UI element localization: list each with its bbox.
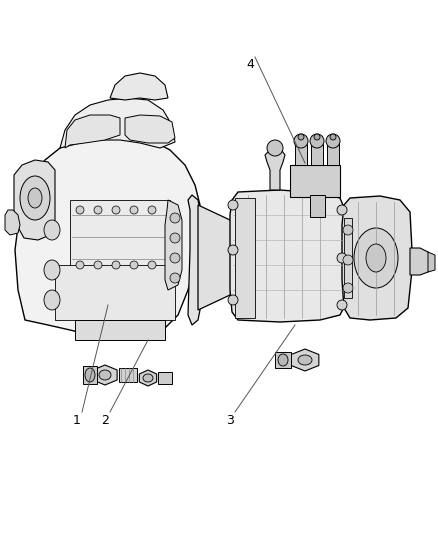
Text: 4: 4 — [246, 59, 254, 71]
Ellipse shape — [310, 134, 324, 148]
Polygon shape — [198, 205, 235, 310]
Polygon shape — [5, 210, 20, 235]
Polygon shape — [342, 196, 412, 320]
Ellipse shape — [228, 295, 238, 305]
Ellipse shape — [94, 206, 102, 214]
Polygon shape — [60, 98, 175, 148]
Polygon shape — [110, 73, 168, 100]
Text: 3: 3 — [226, 414, 234, 426]
Ellipse shape — [94, 261, 102, 269]
Ellipse shape — [99, 370, 111, 380]
Bar — [235, 198, 255, 318]
Ellipse shape — [44, 290, 60, 310]
Ellipse shape — [267, 140, 283, 156]
Ellipse shape — [228, 200, 238, 210]
Polygon shape — [428, 252, 435, 272]
Bar — [344, 218, 352, 298]
Ellipse shape — [148, 261, 156, 269]
Ellipse shape — [337, 253, 347, 263]
Ellipse shape — [148, 206, 156, 214]
Ellipse shape — [130, 206, 138, 214]
Ellipse shape — [337, 205, 347, 215]
Polygon shape — [15, 138, 200, 338]
Ellipse shape — [366, 244, 386, 272]
Bar — [290, 165, 340, 197]
Ellipse shape — [298, 355, 312, 365]
Ellipse shape — [228, 245, 238, 255]
Ellipse shape — [20, 176, 50, 220]
Bar — [83, 366, 97, 384]
Ellipse shape — [76, 206, 84, 214]
Bar — [310, 195, 325, 217]
Bar — [275, 352, 291, 368]
Ellipse shape — [278, 354, 288, 366]
Ellipse shape — [343, 225, 353, 235]
Ellipse shape — [170, 253, 180, 263]
Ellipse shape — [170, 273, 180, 283]
Ellipse shape — [28, 188, 42, 208]
Ellipse shape — [294, 134, 308, 148]
Ellipse shape — [314, 134, 320, 140]
Text: 1: 1 — [73, 414, 81, 426]
Ellipse shape — [112, 261, 120, 269]
Ellipse shape — [343, 283, 353, 293]
Ellipse shape — [85, 368, 95, 382]
Ellipse shape — [130, 261, 138, 269]
Ellipse shape — [170, 233, 180, 243]
Ellipse shape — [326, 134, 340, 148]
Ellipse shape — [76, 261, 84, 269]
Ellipse shape — [44, 220, 60, 240]
Bar — [70, 200, 170, 280]
Bar — [295, 143, 307, 165]
Ellipse shape — [112, 206, 120, 214]
Ellipse shape — [330, 134, 336, 140]
Ellipse shape — [298, 134, 304, 140]
Polygon shape — [165, 200, 182, 290]
Polygon shape — [188, 195, 200, 325]
Bar — [119, 368, 137, 382]
Ellipse shape — [170, 213, 180, 223]
Bar — [327, 143, 339, 165]
Ellipse shape — [343, 255, 353, 265]
Polygon shape — [125, 115, 175, 143]
Polygon shape — [410, 248, 432, 275]
Polygon shape — [230, 190, 345, 322]
Polygon shape — [93, 365, 117, 385]
Ellipse shape — [337, 300, 347, 310]
Ellipse shape — [143, 374, 153, 382]
Polygon shape — [139, 370, 157, 386]
Text: 2: 2 — [101, 414, 109, 426]
Ellipse shape — [354, 228, 398, 288]
Polygon shape — [291, 349, 319, 371]
Bar — [75, 320, 165, 340]
Bar — [311, 143, 323, 165]
Ellipse shape — [44, 260, 60, 280]
Polygon shape — [65, 115, 120, 148]
Bar — [158, 372, 172, 384]
Bar — [55, 265, 175, 320]
Polygon shape — [14, 160, 55, 240]
Polygon shape — [265, 148, 285, 190]
